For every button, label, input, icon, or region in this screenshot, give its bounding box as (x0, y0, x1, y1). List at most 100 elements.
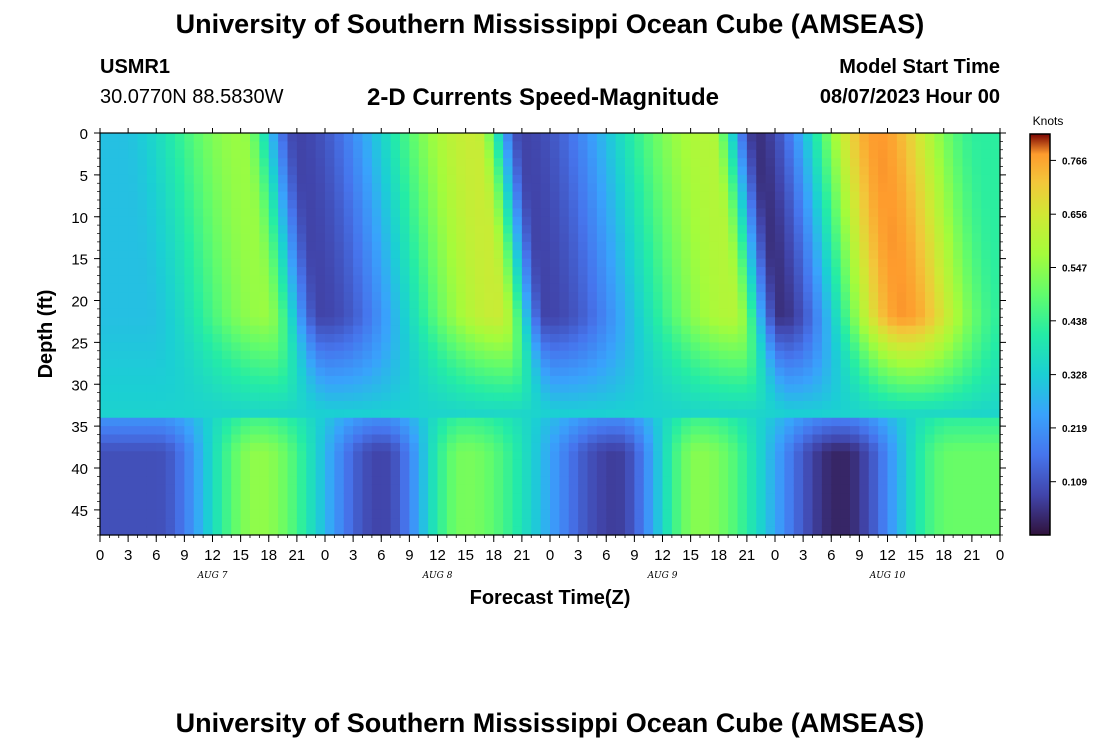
heat-cell (596, 283, 607, 293)
heat-cell (128, 426, 139, 436)
heat-cell (709, 166, 720, 176)
heat-cell (390, 200, 401, 209)
heat-cell (887, 451, 898, 461)
heat-cell (475, 350, 485, 360)
heat-cell (981, 476, 992, 486)
heat-cell (578, 367, 589, 377)
heat-cell (896, 158, 907, 168)
heat-cell (662, 401, 673, 410)
heat-cell (212, 183, 223, 193)
heat-cell (390, 367, 401, 377)
heat-cell (653, 208, 664, 218)
heat-cell (250, 417, 260, 427)
heat-cell (521, 342, 532, 352)
heat-cell (503, 476, 514, 486)
heat-cell (596, 459, 607, 469)
x-tick-label: 12 (429, 547, 446, 564)
heat-cell (643, 526, 654, 536)
heat-cell (193, 384, 204, 394)
heat-cell (896, 216, 907, 226)
heat-cell (775, 484, 785, 494)
heat-cell (231, 133, 242, 142)
heat-cell (240, 476, 251, 486)
heat-cell (381, 434, 392, 444)
heat-cell (662, 258, 673, 268)
heat-cell (184, 359, 195, 369)
heat-cell (606, 509, 617, 519)
heat-cell (915, 509, 926, 519)
heat-cell (465, 434, 476, 444)
heat-cell (943, 451, 954, 461)
heat-cell (456, 208, 467, 218)
heat-cell (775, 141, 785, 151)
heat-cell (718, 401, 729, 410)
heat-cell (146, 191, 157, 201)
heat-cell (315, 476, 326, 486)
heat-cell (990, 308, 1001, 318)
heat-cell (456, 200, 467, 209)
heat-cell (943, 375, 954, 385)
heat-cell (400, 200, 410, 209)
heat-cell (625, 250, 635, 260)
heat-cell (268, 191, 279, 201)
heat-cell (934, 300, 945, 310)
heat-cell (587, 183, 598, 193)
heat-cell (596, 526, 607, 536)
heat-cell (334, 509, 345, 519)
heat-cell (803, 166, 814, 176)
heat-cell (184, 426, 195, 436)
heat-cell (990, 451, 1001, 461)
heat-cell (315, 308, 326, 318)
heat-cell (746, 493, 757, 503)
heat-cell (296, 359, 307, 369)
heat-cell (915, 459, 926, 469)
heat-cell (475, 501, 485, 511)
heat-cell (371, 283, 382, 293)
heat-cell (334, 233, 345, 243)
heat-cell (578, 392, 589, 402)
heat-cell (156, 292, 167, 302)
heat-cell (128, 409, 139, 419)
heat-cell (475, 518, 485, 528)
heat-cell (221, 401, 232, 410)
heat-cell (587, 384, 598, 394)
heat-cell (512, 342, 523, 352)
heat-cell (137, 509, 148, 519)
heat-cell (850, 476, 860, 486)
heat-cell (803, 208, 814, 218)
heat-cell (943, 526, 954, 536)
heat-cell (793, 468, 804, 477)
heat-cell (550, 166, 560, 176)
heat-cell (915, 300, 926, 310)
heat-cell (306, 200, 317, 209)
heat-cell (559, 166, 570, 176)
heat-cell (990, 317, 1001, 327)
heat-cell (184, 149, 195, 159)
heat-cell (446, 275, 457, 285)
heat-cell (165, 208, 176, 218)
heat-cell (653, 384, 664, 394)
heat-cell (587, 250, 598, 260)
heat-cell (925, 166, 935, 176)
heat-cell (756, 426, 767, 436)
heat-cell (221, 158, 232, 168)
heat-cell (268, 434, 279, 444)
heat-cell (568, 149, 579, 159)
heat-cell (906, 409, 917, 419)
heat-cell (634, 241, 645, 251)
heat-cell (896, 133, 907, 142)
heat-cell (981, 275, 992, 285)
heat-cell (587, 434, 598, 444)
heat-cell (484, 342, 495, 352)
heat-cell (362, 476, 373, 486)
heat-cell (728, 426, 739, 436)
heat-cell (221, 476, 232, 486)
heat-cell (709, 325, 720, 335)
heat-cell (221, 149, 232, 159)
heat-cell (606, 493, 617, 503)
heat-cell (409, 267, 420, 276)
heat-cell (268, 392, 279, 402)
heat-cell (662, 426, 673, 436)
heat-cell (240, 275, 251, 285)
heat-cell (934, 141, 945, 151)
